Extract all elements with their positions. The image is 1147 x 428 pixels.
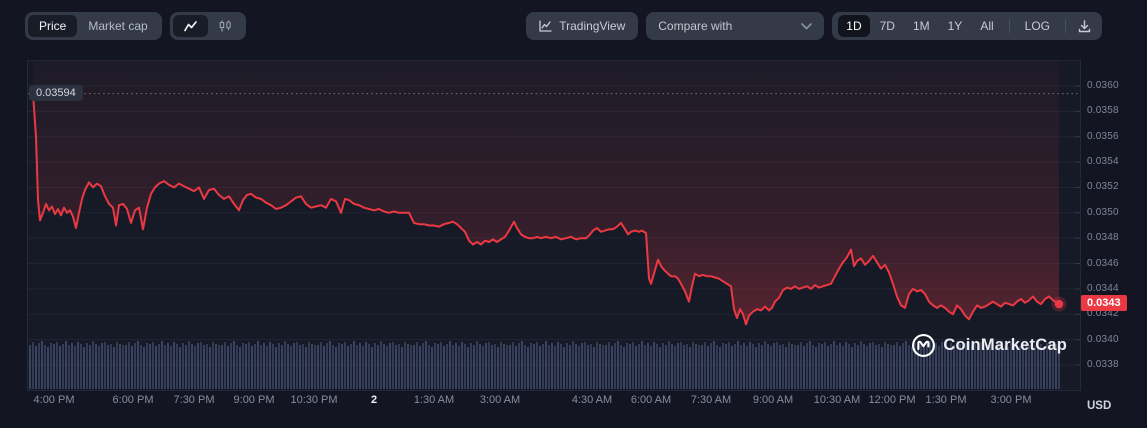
current-price-badge: 0.0343 [1081,295,1127,312]
range-selector: 1D 7D 1M 1Y All LOG [832,12,1102,40]
x-tick-label: 6:00 PM [112,394,154,406]
x-tick-label: 3:00 AM [479,394,521,406]
range-button-1y[interactable]: 1Y [940,15,971,37]
y-tick-label: 0.0344 [1087,282,1119,294]
y-tick-label: 0.0342 [1087,308,1119,320]
y-tick-label: 0.0352 [1087,181,1119,193]
log-scale-button[interactable]: LOG [1017,15,1058,37]
market-cap-tab[interactable]: Market cap [77,15,158,37]
chart-area[interactable]: 0.03594 CoinMarketCap [27,60,1081,391]
y-tick-label: 0.0356 [1087,130,1119,142]
candlestick-chart-type-button[interactable] [208,15,243,37]
high-price-label: 0.03594 [29,85,83,101]
watermark-label: CoinMarketCap [943,336,1067,354]
x-tick-label: 9:00 AM [752,394,794,406]
x-axis: 4:00 PM 6:00 PM 7:30 PM 9:00 PM 10:30 PM 2 1:3… [27,394,1079,410]
tradingview-chart-icon [539,20,552,32]
divider [1065,19,1066,33]
x-tick-label: 4:00 PM [33,394,75,406]
range-button-all[interactable]: All [972,15,1001,37]
y-tick-label: 0.0350 [1087,206,1119,218]
divider [1008,19,1010,33]
chart-type-toggle [169,12,246,40]
x-tick-label: 6:00 AM [630,394,672,406]
y-tick-label: 0.0340 [1087,333,1119,345]
tradingview-button[interactable]: TradingView [526,12,639,40]
y-tick-label: 0.0358 [1087,105,1119,117]
y-tick-label: 0.0360 [1087,80,1119,91]
price-line-chart [28,60,1080,389]
y-tick-label: 0.0354 [1087,156,1119,168]
y-tick-label: 0.0346 [1087,257,1119,269]
download-button[interactable] [1072,19,1097,33]
compare-with-label: Compare with [658,19,733,33]
compare-with-dropdown[interactable]: Compare with [646,12,825,40]
x-tick-label: 3:00 PM [990,394,1032,406]
metric-toggle: Price Market cap [25,12,162,40]
x-tick-label: 9:00 PM [233,394,275,406]
x-tick-label: 1:30 AM [413,394,455,406]
coinmarketcap-logo-icon [912,334,936,357]
x-tick-label: 10:30 AM [813,394,861,406]
line-chart-type-button[interactable] [172,15,208,37]
x-tick-label: 2 [370,394,378,406]
coinmarketcap-watermark: CoinMarketCap [911,333,1067,358]
download-icon [1078,19,1091,32]
chevron-down-icon [801,22,813,29]
candlestick-icon [219,20,231,32]
x-tick-label: 7:30 PM [173,394,215,406]
currency-label: USD [1087,400,1112,412]
y-tick-label: 0.0348 [1087,232,1119,244]
x-tick-label: 4:30 AM [571,394,613,406]
range-button-1m[interactable]: 1M [905,15,938,37]
price-tab[interactable]: Price [28,15,78,37]
range-button-7d[interactable]: 7D [872,15,903,37]
x-tick-label: 12:00 PM [868,394,916,406]
tradingview-label: TradingView [559,19,626,33]
x-tick-label: 7:30 AM [690,394,732,406]
x-tick-label: 1:30 PM [925,394,967,406]
y-tick-label: 0.0338 [1087,358,1119,370]
line-chart-icon [183,20,197,31]
x-tick-label: 10:30 PM [290,394,338,406]
range-button-1d[interactable]: 1D [838,15,870,37]
chart-toolbar: Price Market cap [25,12,1102,40]
